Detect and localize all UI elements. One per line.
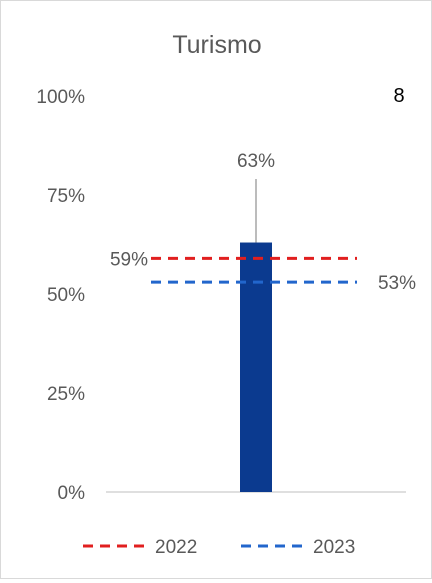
y-axis: 0% 25% 50% 75% 100%: [36, 87, 85, 504]
legend: 2022 2023: [83, 537, 355, 558]
y-tick-label: 25%: [47, 384, 85, 405]
bar-data-label: 63%: [237, 151, 275, 172]
chart-badge: 8: [393, 85, 404, 107]
legend-label-2023: 2023: [313, 537, 355, 558]
legend-label-2022: 2022: [155, 537, 197, 558]
plot-area: 63% 59% 53%: [106, 151, 416, 493]
chart-title: Turismo: [172, 31, 261, 59]
reference-label-2022: 59%: [110, 249, 148, 270]
bar: [240, 242, 272, 492]
y-tick-label: 0%: [58, 483, 86, 504]
y-tick-label: 75%: [47, 186, 85, 207]
reference-label-2023: 53%: [378, 273, 416, 294]
y-tick-label: 50%: [47, 285, 85, 306]
y-tick-label: 100%: [36, 87, 85, 108]
